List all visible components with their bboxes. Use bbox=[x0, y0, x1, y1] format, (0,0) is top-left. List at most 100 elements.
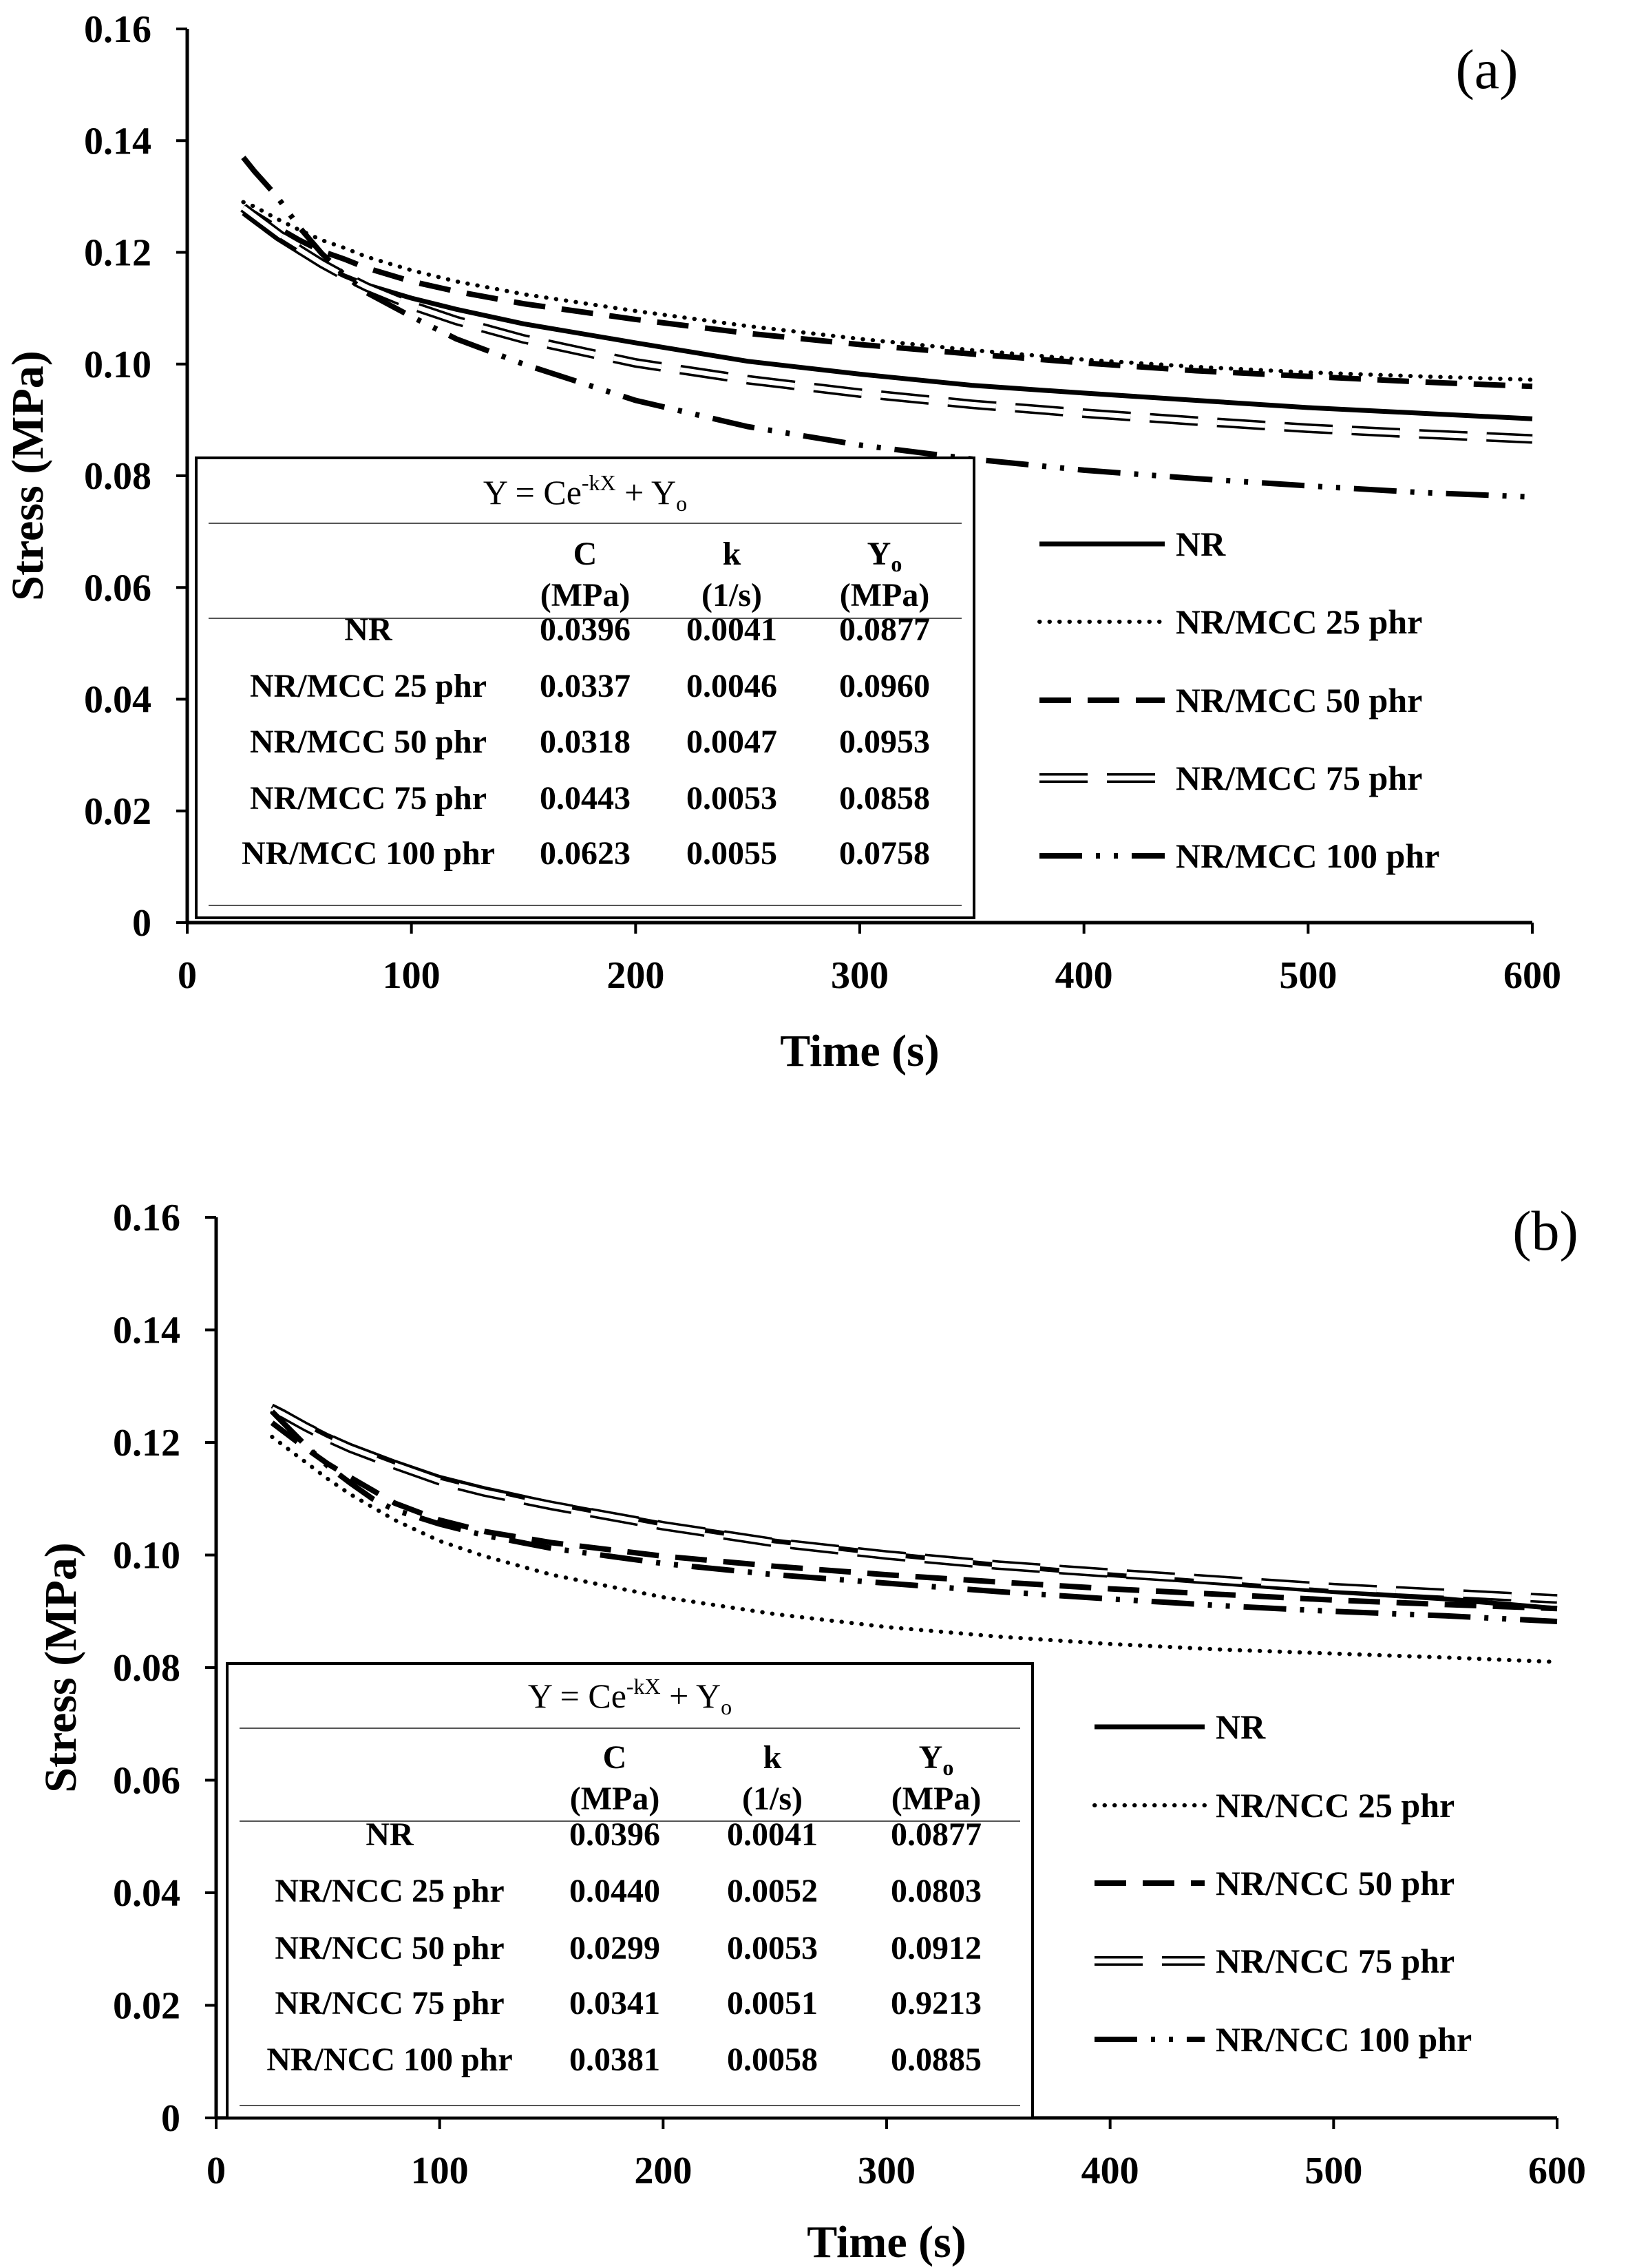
table-row-name: NR/NCC 100 phr bbox=[266, 2041, 512, 2078]
panel-tag: (a) bbox=[1455, 38, 1518, 101]
table-cell: 0.0758 bbox=[839, 835, 930, 872]
legend-entry: NR/NCC 25 phr bbox=[1216, 1786, 1455, 1825]
table-cell: 0.0041 bbox=[686, 611, 777, 648]
table-cell: 0.9213 bbox=[891, 1985, 982, 2022]
table-header: k bbox=[763, 1739, 782, 1776]
table-header-symbol: k bbox=[763, 1739, 782, 1776]
equation-rest: + Y bbox=[661, 1677, 721, 1715]
table-header: Yo bbox=[867, 536, 902, 576]
legend-entry: NR/NCC 75 phr bbox=[1216, 1942, 1455, 1980]
table-row-name: NR bbox=[344, 611, 393, 648]
x-tick-label: 600 bbox=[1503, 954, 1561, 997]
table-header-unit: (1/s) bbox=[701, 577, 762, 613]
equation-exponent: -kX bbox=[626, 1674, 661, 1699]
table-cell: 0.0055 bbox=[686, 835, 777, 872]
table-cell: 0.0047 bbox=[686, 724, 777, 760]
equation-subscript: o bbox=[676, 491, 687, 516]
series-line-5 bbox=[241, 156, 1533, 500]
table-header-symbol: Y bbox=[867, 536, 891, 572]
legend-entry: NR/MCC 100 phr bbox=[1176, 837, 1439, 875]
y-tick-label: 0.02 bbox=[84, 790, 151, 833]
table-equation: Y = Ce-kX + Yo bbox=[528, 1674, 732, 1719]
table-cell: 0.0440 bbox=[569, 1873, 660, 1909]
table-cell: 0.0053 bbox=[686, 780, 777, 817]
equation-subscript: o bbox=[721, 1694, 732, 1719]
y-tick-label: 0.06 bbox=[84, 567, 151, 609]
x-tick-label: 400 bbox=[1081, 2150, 1139, 2192]
table-cell: 0.0337 bbox=[540, 668, 631, 704]
x-tick-label: 500 bbox=[1279, 954, 1337, 997]
y-tick-label: 0.12 bbox=[113, 1422, 180, 1464]
y-tick-label: 0.02 bbox=[113, 1985, 180, 2028]
panel-tag: (b) bbox=[1512, 1199, 1578, 1262]
table-header-unit: (MPa) bbox=[570, 1781, 660, 1817]
fit-table-box bbox=[226, 1662, 1034, 2119]
table-header: k bbox=[723, 536, 741, 572]
table-header: C bbox=[603, 1739, 627, 1776]
table-equation: Y = Ce-kX + Yo bbox=[483, 470, 687, 516]
table-row-name: NR/MCC 75 phr bbox=[250, 780, 487, 817]
table-header-unit: (MPa) bbox=[891, 1781, 982, 1817]
x-tick-label: 0 bbox=[178, 954, 197, 997]
y-axis-label: Stress (MPa) bbox=[3, 350, 53, 601]
table-header-unit: (1/s) bbox=[742, 1781, 803, 1817]
equation-rest: + Y bbox=[616, 473, 676, 512]
series-line-4-inner bbox=[271, 1406, 1558, 1602]
table-row-name: NR bbox=[366, 1816, 414, 1853]
x-tick-label: 300 bbox=[858, 2150, 916, 2192]
x-tick-label: 600 bbox=[1528, 2150, 1586, 2192]
table-cell: 0.0953 bbox=[839, 724, 930, 760]
y-tick-label: 0.06 bbox=[113, 1760, 180, 1803]
table-header-symbol: k bbox=[723, 536, 741, 572]
table-cell: 0.0052 bbox=[727, 1873, 818, 1909]
equation-exponent: -kX bbox=[582, 470, 616, 495]
table-cell: 0.0960 bbox=[839, 668, 930, 704]
x-tick-label: 100 bbox=[411, 2150, 469, 2192]
y-tick-label: 0 bbox=[161, 2097, 180, 2140]
table-header-symbol: C bbox=[603, 1739, 627, 1776]
x-tick-label: 300 bbox=[831, 954, 889, 997]
table-cell: 0.0877 bbox=[839, 611, 930, 648]
y-tick-label: 0.10 bbox=[84, 344, 151, 386]
y-tick-label: 0.10 bbox=[113, 1535, 180, 1577]
table-row-name: NR/MCC 25 phr bbox=[250, 668, 487, 704]
table-header: Yo bbox=[919, 1739, 954, 1780]
equation-main: Y = Ce bbox=[483, 473, 582, 512]
table-cell: 0.0885 bbox=[891, 2041, 982, 2078]
table-cell: 0.0318 bbox=[540, 724, 631, 760]
table-cell: 0.0381 bbox=[569, 2041, 660, 2078]
table-row-name: NR/NCC 50 phr bbox=[275, 1930, 504, 1966]
equation-main: Y = Ce bbox=[528, 1677, 626, 1715]
x-axis-label: Time (s) bbox=[807, 2217, 966, 2267]
table-header-subscript: o bbox=[942, 1755, 953, 1780]
legend-entry: NR/NCC 50 phr bbox=[1216, 1864, 1455, 1902]
x-tick-label: 400 bbox=[1055, 954, 1113, 997]
legend-entry: NR bbox=[1216, 1708, 1266, 1746]
table-cell: 0.0443 bbox=[540, 780, 631, 817]
y-tick-label: 0.04 bbox=[113, 1872, 180, 1915]
table-cell: 0.0341 bbox=[569, 1985, 660, 2022]
table-cell: 0.0058 bbox=[727, 2041, 818, 2078]
y-tick-label: 0 bbox=[132, 902, 151, 945]
table-row-name: NR/NCC 75 phr bbox=[275, 1985, 504, 2022]
x-tick-label: 200 bbox=[634, 2150, 692, 2192]
panel-a: (a) 0 0.02 0.04 0.06 0.08 0.10 0.12 0.14 0.16 0 100… bbox=[3, 8, 1561, 1076]
x-tick-label: 0 bbox=[207, 2150, 226, 2192]
table-header-symbol: C bbox=[573, 536, 598, 572]
legend-entry: NR/MCC 75 phr bbox=[1176, 759, 1422, 797]
y-tick-label: 0.16 bbox=[113, 1197, 180, 1239]
x-tick-label: 500 bbox=[1304, 2150, 1362, 2192]
table-row-name: NR/MCC 50 phr bbox=[250, 724, 487, 760]
table-cell: 0.0803 bbox=[891, 1873, 982, 1909]
y-tick-label: 0.16 bbox=[84, 8, 151, 51]
fit-table-box bbox=[195, 456, 975, 919]
table-header-unit: (MPa) bbox=[840, 577, 930, 613]
x-tick-label: 200 bbox=[606, 954, 664, 997]
x-axis-label: Time (s) bbox=[780, 1026, 940, 1076]
y-tick-label: 0.08 bbox=[113, 1647, 180, 1690]
y-tick-label: 0.14 bbox=[84, 120, 151, 162]
series-line-2 bbox=[270, 1434, 1559, 1664]
table-header-unit: (MPa) bbox=[540, 577, 631, 613]
y-tick-label: 0.14 bbox=[113, 1310, 180, 1352]
